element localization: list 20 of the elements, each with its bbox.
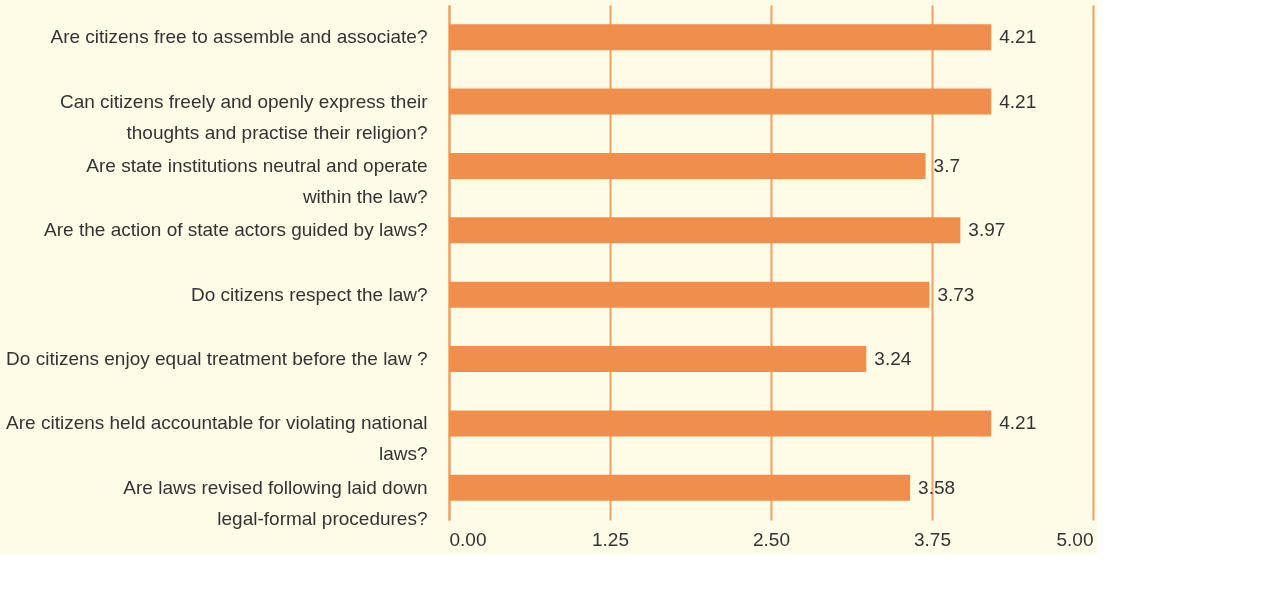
x-tick-label: 3.75 — [914, 528, 951, 550]
x-tick-label: 5.00 — [1056, 528, 1094, 550]
data-label: 4.21 — [999, 26, 1037, 48]
y-tick-label: Are state institutions neutral and operate within the law? — [86, 154, 428, 207]
data-label: 4.21 — [999, 412, 1037, 434]
x-tick-label: 1.25 — [592, 528, 629, 550]
y-tick-label: Are citizens free to assemble and associate? — [50, 26, 428, 48]
data-label: 3.7 — [933, 154, 960, 176]
data-label: 3.73 — [937, 283, 975, 305]
y-tick-label: Do citizens respect the law? — [190, 283, 428, 305]
data-label: 4.21 — [999, 90, 1037, 112]
y-tick-label: Are laws revised following laid down legal-formal procedures? — [123, 476, 428, 529]
y-tick-label: Can citizens freely and openly express their thoughts and practise their religion? — [59, 90, 429, 143]
x-tick-label: 2.50 — [753, 528, 790, 550]
x-tick-label: 0.00 — [449, 528, 487, 550]
data-label: 3.97 — [968, 219, 1006, 241]
y-tick-label: Are the action of state actors guided by laws? — [44, 219, 428, 241]
y-tick-label: Do citizens enjoy equal treatment before the law ? — [6, 348, 428, 370]
y-tick-label: Are citizens held accountable for violating national laws? — [6, 412, 428, 465]
data-label: 3.24 — [874, 348, 912, 370]
